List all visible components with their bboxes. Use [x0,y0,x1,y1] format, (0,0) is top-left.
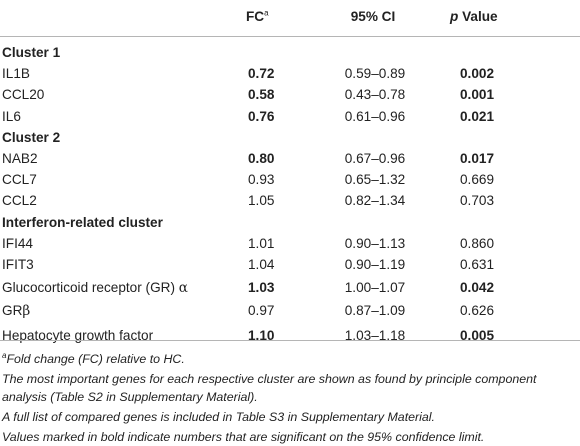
p-value: 0.001 [460,87,495,103]
ci-value: 0.59–0.89 [344,66,406,82]
gene-label: CCL2 [2,193,37,209]
ci-value: 0.87–1.09 [344,303,406,319]
header-p-letter: p [450,9,459,24]
fc-value: 0.93 [248,172,275,188]
table-row: CCL20 0.58 0.43–0.78 0.001 [0,84,580,106]
gene-label: IL1B [2,66,30,82]
fc-value: 0.76 [248,108,275,124]
section-heading: Cluster 2 [0,127,580,149]
header-ci: 95% CI [350,9,396,24]
p-value: 0.703 [460,193,495,209]
gene-label: CCL20 [2,87,45,103]
table-row: IFIT3 1.04 0.90–1.19 0.631 [0,254,580,276]
p-value: 0.005 [460,327,495,343]
p-value: 0.860 [460,235,495,251]
section-title: Cluster 1 [2,45,61,60]
p-value: 0.669 [460,172,495,188]
ci-value: 0.82–1.34 [344,193,406,209]
footnote-fc-text: Fold change (FC) relative to HC. [6,352,185,366]
gene-name: GRβ [2,300,30,322]
table-row: NAB2 0.80 0.67–0.96 0.017 [0,148,580,170]
footnote-full-list: A full list of compared genes is include… [2,410,435,424]
table-row: IFI44 1.01 0.90–1.13 0.860 [0,233,580,255]
fc-value: 1.10 [248,327,275,343]
footnote-bold: Values marked in bold indicate numbers t… [2,430,485,444]
table-header: FCa 95% CI p Value [0,6,580,28]
footnote-mark: a [2,350,7,360]
table-row: Glucocorticoid receptor (GR) α 1.03 1.00–1… [0,277,580,299]
table-bottom-rule [0,340,580,341]
section-heading: Cluster 1 [0,42,580,64]
gene-name: IFIT3 [2,254,34,276]
table-footnotes: aFold change (FC) relative to HC. The mo… [2,350,578,446]
fc-value: 1.05 [248,193,275,209]
table-row: IL6 0.76 0.61–0.96 0.021 [0,106,580,128]
p-value: 0.042 [460,280,495,296]
footnote-fc: aFold change (FC) relative to HC. [2,350,578,368]
fc-value: 1.03 [248,280,275,296]
p-value: 0.631 [460,257,495,272]
header-fc-footnote-mark: a [264,8,269,18]
gene-name: Hepatocyte growth factor [2,325,153,347]
table-row: CCL7 0.93 0.65–1.32 0.669 [0,169,580,191]
gene-name: CCL7 [2,169,37,191]
header-fc: FCa [246,6,304,28]
table-row: CCL2 1.05 0.82–1.34 0.703 [0,190,580,212]
gene-name: IL6 [2,106,21,128]
p-value: 0.002 [460,66,495,82]
ci-value: 0.43–0.78 [344,87,406,103]
gene-label: Hepatocyte growth factor [2,327,154,343]
gene-label: IFI44 [2,235,33,251]
gene-label: IFIT3 [2,257,34,272]
footnote-pca: The most important genes for each respec… [2,372,537,404]
gene-greek-letter: α [178,280,188,297]
p-value: 0.017 [460,151,495,166]
fc-value: 1.04 [248,257,275,272]
gene-label: NAB2 [2,151,38,166]
gene-label: GR [2,303,23,319]
gene-label: Glucocorticoid receptor (GR) [2,280,179,296]
table-row: Hepatocyte growth factor 1.10 1.03–1.18 0.0… [0,325,580,347]
ci-value: 0.90–1.19 [344,257,406,272]
section-heading: Interferon-related cluster [0,212,580,234]
ci-value: 0.67–0.96 [344,151,406,166]
section-title: Interferon-related cluster [2,214,163,230]
gene-label: IL6 [2,108,21,124]
header-fc-label: FC [246,9,265,24]
ci-value: 1.00–1.07 [344,280,406,296]
gene-name: CCL20 [2,84,44,106]
fc-value: 0.97 [248,303,275,319]
fc-value: 0.72 [248,66,275,82]
header-rule [0,36,580,37]
gene-name: CCL2 [2,190,37,212]
table-row: IL1B 0.72 0.59–0.89 0.002 [0,63,580,85]
p-value: 0.021 [460,108,495,124]
ci-value: 0.61–0.96 [344,108,406,124]
ci-value: 0.65–1.32 [344,172,406,188]
p-value: 0.626 [460,303,495,319]
gene-name: IFI44 [2,233,33,255]
fc-value: 0.58 [248,87,275,103]
fc-value: 0.80 [248,151,275,166]
gene-name: NAB2 [2,148,38,170]
gene-name: IL1B [2,63,30,85]
ci-value: 1.03–1.18 [344,327,406,343]
header-p-value: p Value [450,6,510,28]
header-p-rest: Value [458,9,498,24]
gene-greek-letter: β [22,303,31,320]
section-title: Cluster 2 [2,129,61,145]
table-row: GRβ 0.97 0.87–1.09 0.626 [0,300,580,322]
gene-label: CCL7 [2,172,37,188]
fc-value: 1.01 [248,235,275,251]
ci-value: 0.90–1.13 [344,235,406,251]
gene-name: Glucocorticoid receptor (GR) α [2,277,188,299]
